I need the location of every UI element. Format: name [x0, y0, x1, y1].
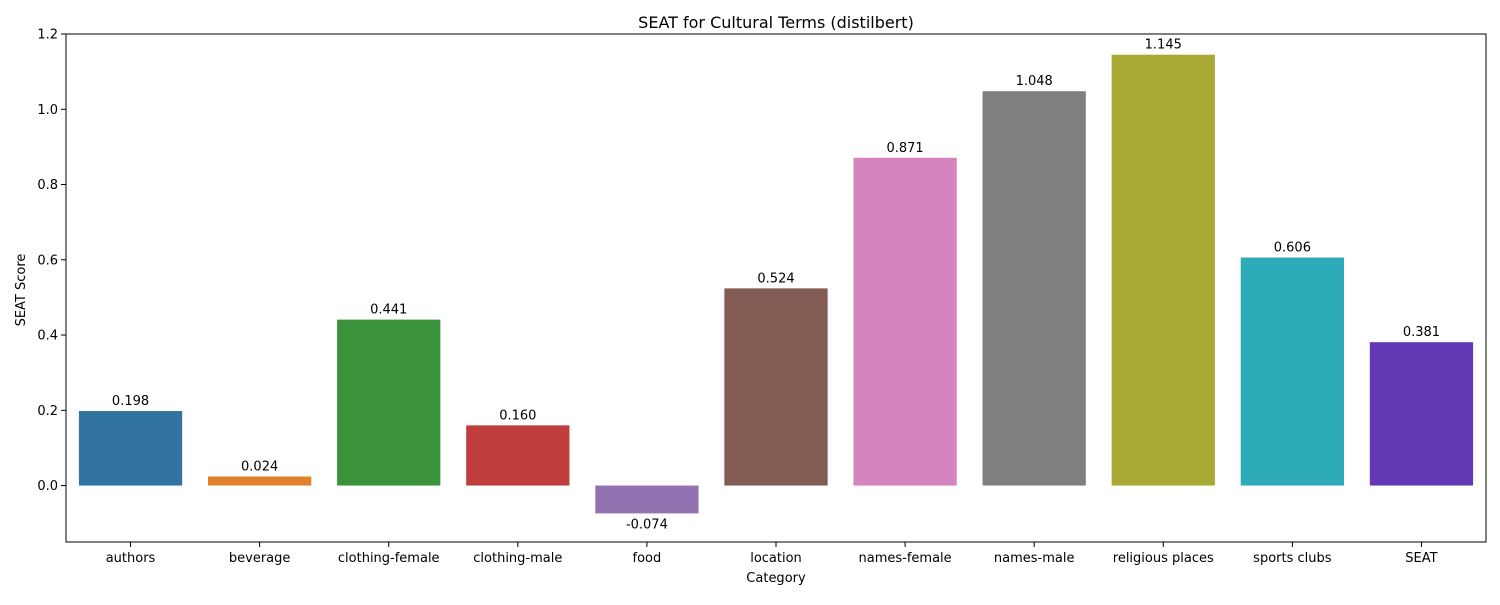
x-tick-label: authors [106, 551, 156, 566]
chart-title: SEAT for Cultural Terms (distilbert) [638, 13, 914, 32]
x-tick-label: names-female [859, 551, 952, 566]
x-tick-label: beverage [229, 551, 291, 566]
bar-value-label: 0.606 [1274, 241, 1311, 256]
y-tick-label: 1.0 [37, 103, 58, 118]
x-axis-label: Category [746, 571, 806, 586]
bar-value-label: -0.074 [626, 517, 668, 532]
bar-value-label: 0.381 [1403, 325, 1440, 340]
y-tick-label: 0.4 [37, 329, 58, 344]
y-tick-label: 0.6 [37, 253, 58, 268]
bar-beverage [208, 476, 312, 486]
bar-location [724, 288, 828, 486]
bar-names-female [853, 157, 957, 486]
y-tick-label: 0.0 [37, 479, 58, 494]
y-axis: 0.0 0.2 0.4 0.6 0.8 1.0 1.2 [37, 28, 66, 494]
value-labels-group: 0.198 0.024 0.441 0.160 -0.074 0.524 0.871 1.04… [112, 38, 1440, 533]
bar-sports-clubs [1240, 257, 1344, 486]
x-tick-label: SEAT [1405, 551, 1437, 566]
bar-value-label: 1.048 [1016, 74, 1053, 89]
bar-seat [1369, 342, 1474, 486]
bar-value-label: 1.145 [1145, 38, 1182, 53]
bar-value-label: 0.524 [757, 271, 794, 286]
x-tick-label: religious places [1113, 551, 1214, 566]
bar-value-label: 0.024 [241, 460, 278, 475]
bar-value-label: 0.198 [112, 394, 149, 409]
x-tick-label: location [750, 551, 802, 566]
bar-religious-places [1111, 54, 1215, 486]
bar-food [595, 485, 699, 514]
y-axis-label: SEAT Score [14, 254, 29, 327]
y-tick-label: 0.2 [37, 404, 58, 419]
bar-clothing-female [337, 319, 441, 486]
bar-value-label: 0.441 [370, 303, 407, 318]
y-tick-label: 1.2 [37, 28, 58, 43]
x-axis: authors beverage clothing-female clothing-m… [106, 542, 1438, 566]
bars-group [78, 54, 1474, 514]
y-tick-label: 0.8 [37, 178, 58, 193]
x-tick-label: sports clubs [1253, 551, 1332, 566]
bar-clothing-male [466, 425, 570, 486]
x-tick-label: clothing-female [338, 551, 440, 566]
bar-value-label: 0.160 [499, 408, 536, 423]
x-tick-label: food [633, 551, 662, 566]
plot-frame [65, 33, 1487, 543]
bar-names-male [982, 91, 1086, 486]
x-tick-label: clothing-male [473, 551, 562, 566]
bar-authors [78, 411, 183, 486]
x-tick-label: names-male [994, 551, 1075, 566]
bar-value-label: 0.871 [886, 141, 923, 156]
